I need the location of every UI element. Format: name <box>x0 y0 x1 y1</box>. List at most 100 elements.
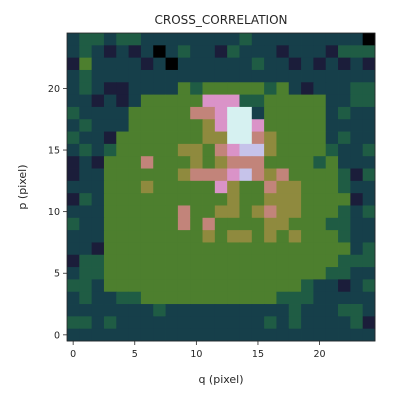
heatmap-cell <box>325 119 339 132</box>
heatmap-cell <box>190 328 203 342</box>
heatmap-cell <box>350 45 364 59</box>
heatmap-cell <box>116 328 129 342</box>
heatmap-cell <box>116 143 129 157</box>
heatmap-cell <box>301 143 314 157</box>
heatmap-cell <box>177 217 191 231</box>
heatmap-cell <box>288 119 302 132</box>
heatmap-cell <box>350 131 364 145</box>
heatmap-cell <box>362 205 376 219</box>
heatmap-cell <box>165 82 179 95</box>
heatmap-cell <box>153 33 166 46</box>
heatmap-cell <box>153 131 166 145</box>
heatmap-cell <box>350 267 364 280</box>
x-tick-label: 5 <box>132 349 138 360</box>
heatmap-cell <box>67 119 80 132</box>
heatmap-cell <box>264 205 277 219</box>
heatmap-cell <box>79 217 93 231</box>
heatmap-cell <box>67 69 80 83</box>
heatmap-cell <box>140 279 154 293</box>
heatmap-cell <box>103 131 117 145</box>
heatmap-cell <box>362 156 376 169</box>
heatmap-cell <box>251 267 265 280</box>
heatmap-cell <box>79 316 93 330</box>
heatmap-cell <box>325 193 339 206</box>
heatmap-cell <box>251 143 265 157</box>
heatmap-cell <box>140 131 154 145</box>
heatmap-cell <box>338 82 351 95</box>
heatmap-cell <box>153 316 166 330</box>
y-tick-label: 10 <box>48 207 60 218</box>
heatmap-cell <box>128 242 142 256</box>
heatmap-cell <box>153 217 166 231</box>
heatmap-cell <box>264 267 277 280</box>
heatmap-cell <box>338 106 351 120</box>
heatmap-cell <box>301 291 314 305</box>
heatmap-cell <box>79 205 93 219</box>
heatmap-cell <box>103 106 117 120</box>
heatmap-cell <box>276 180 290 194</box>
plot-frame <box>66 32 376 342</box>
heatmap-cell <box>288 131 302 145</box>
heatmap-cell <box>177 267 191 280</box>
heatmap-cell <box>214 106 228 120</box>
heatmap-cell <box>190 82 203 95</box>
heatmap-cell <box>103 230 117 243</box>
heatmap-cell <box>79 180 93 194</box>
heatmap-cell <box>301 193 314 206</box>
heatmap-cell <box>214 82 228 95</box>
heatmap-cell <box>301 279 314 293</box>
heatmap-cell <box>362 45 376 59</box>
heatmap-cell <box>128 106 142 120</box>
heatmap-cell <box>165 230 179 243</box>
heatmap-cell <box>91 205 105 219</box>
heatmap-cell <box>350 217 364 231</box>
heatmap-cell <box>91 82 105 95</box>
heatmap-cell <box>239 57 253 71</box>
heatmap-cell <box>301 33 314 46</box>
heatmap-cell <box>153 106 166 120</box>
heatmap-cell <box>264 254 277 268</box>
heatmap-cell <box>214 119 228 132</box>
heatmap-cell <box>165 217 179 231</box>
heatmap-cell <box>128 254 142 268</box>
heatmap-cell <box>264 230 277 243</box>
heatmap-cell <box>91 33 105 46</box>
heatmap-cell <box>91 328 105 342</box>
heatmap-cell <box>325 45 339 59</box>
heatmap-cell <box>116 131 129 145</box>
heatmap-cell <box>214 143 228 157</box>
heatmap-cell <box>276 205 290 219</box>
heatmap-cell <box>227 57 240 71</box>
heatmap-cell <box>128 69 142 83</box>
heatmap-cell <box>276 119 290 132</box>
heatmap-cell <box>202 217 216 231</box>
heatmap-cell <box>116 242 129 256</box>
x-axis-label: q (pixel) <box>198 373 243 386</box>
heatmap-cell <box>116 45 129 59</box>
heatmap-cell <box>338 180 351 194</box>
heatmap-cell <box>362 291 376 305</box>
heatmap-cell <box>140 45 154 59</box>
heatmap-cell <box>153 119 166 132</box>
heatmap-cell <box>116 119 129 132</box>
heatmap-cell <box>350 205 364 219</box>
heatmap-cell <box>67 131 80 145</box>
heatmap-cell <box>202 205 216 219</box>
heatmap-cell <box>239 168 253 182</box>
heatmap-cell <box>128 119 142 132</box>
heatmap-cell <box>177 279 191 293</box>
heatmap-cell <box>276 57 290 71</box>
heatmap-cell <box>103 156 117 169</box>
heatmap-cell <box>79 168 93 182</box>
y-tick-label: 0 <box>54 330 60 341</box>
heatmap-cell <box>177 193 191 206</box>
heatmap-cell <box>288 156 302 169</box>
heatmap-cell <box>103 119 117 132</box>
heatmap-cell <box>177 316 191 330</box>
heatmap-cell <box>227 156 240 169</box>
heatmap-cell <box>177 45 191 59</box>
heatmap-cell <box>103 168 117 182</box>
heatmap-cell <box>362 143 376 157</box>
heatmap-cell <box>103 69 117 83</box>
heatmap-cell <box>239 131 253 145</box>
